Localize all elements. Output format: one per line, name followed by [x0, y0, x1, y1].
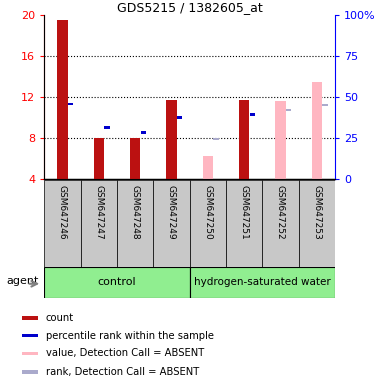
Bar — [117, 180, 153, 267]
Bar — [68, 103, 74, 105]
Bar — [130, 138, 140, 179]
Text: GSM647251: GSM647251 — [239, 185, 249, 240]
Bar — [262, 180, 299, 267]
Bar — [286, 109, 291, 111]
Bar — [22, 351, 38, 355]
Text: GSM647252: GSM647252 — [276, 185, 285, 240]
Bar — [153, 180, 189, 267]
Text: control: control — [98, 277, 136, 287]
Bar — [22, 316, 38, 320]
Bar — [22, 334, 38, 338]
Bar — [44, 180, 80, 267]
Text: hydrogen-saturated water: hydrogen-saturated water — [194, 277, 331, 287]
Text: rank, Detection Call = ABSENT: rank, Detection Call = ABSENT — [45, 367, 199, 377]
Bar — [190, 267, 335, 298]
Bar — [94, 138, 104, 179]
Text: GSM647249: GSM647249 — [167, 185, 176, 240]
Text: GSM647247: GSM647247 — [94, 185, 103, 240]
Bar — [322, 104, 328, 106]
Bar — [275, 101, 286, 179]
Text: percentile rank within the sample: percentile rank within the sample — [45, 331, 214, 341]
Bar — [80, 180, 117, 267]
Bar — [239, 100, 249, 179]
Bar — [44, 267, 190, 298]
Bar — [299, 180, 335, 267]
Title: GDS5215 / 1382605_at: GDS5215 / 1382605_at — [117, 1, 263, 14]
Bar — [203, 156, 213, 179]
Bar — [22, 370, 38, 374]
Bar — [190, 180, 226, 267]
Text: value, Detection Call = ABSENT: value, Detection Call = ABSENT — [45, 348, 204, 358]
Text: agent: agent — [7, 276, 39, 286]
Bar — [177, 116, 182, 119]
Bar — [166, 100, 177, 179]
Bar — [141, 131, 146, 134]
Bar — [249, 113, 255, 116]
Bar — [312, 82, 322, 179]
Text: count: count — [45, 313, 74, 323]
Bar — [104, 126, 110, 129]
Text: GSM647253: GSM647253 — [312, 185, 321, 240]
Text: GSM647248: GSM647248 — [131, 185, 140, 240]
Text: GSM647250: GSM647250 — [203, 185, 212, 240]
Bar — [57, 20, 67, 179]
Text: GSM647246: GSM647246 — [58, 185, 67, 240]
Bar — [213, 137, 219, 140]
Bar — [226, 180, 262, 267]
